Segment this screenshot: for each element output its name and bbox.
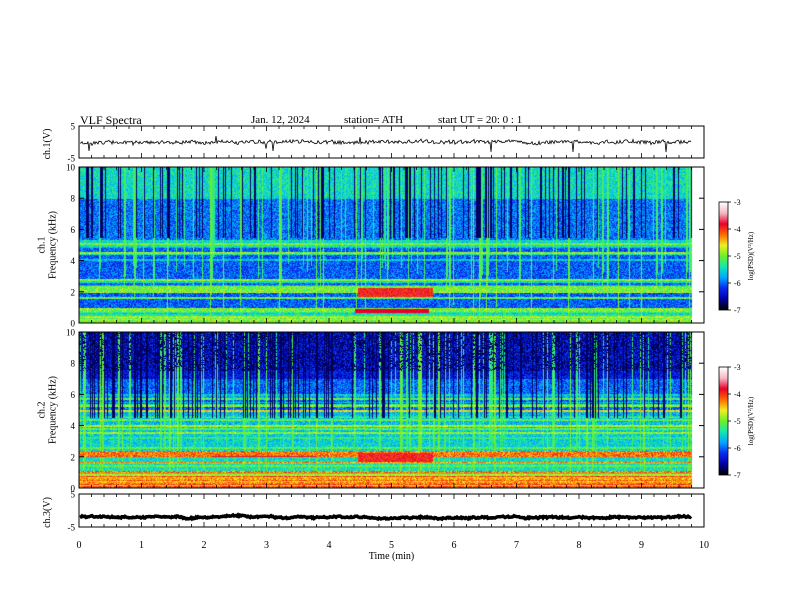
ch1-colorbar xyxy=(719,202,728,310)
ch1-colorbar-tick-label: -3 xyxy=(734,198,741,207)
ch1-colorbar-tick-label: -5 xyxy=(734,252,741,261)
ch2-colorbar-tick-label: -4 xyxy=(734,390,741,399)
ch2-spec-ylabel-line: ch.2 xyxy=(37,402,48,419)
start-time-label: start UT = 20: 0 : 1 xyxy=(438,114,523,126)
ch1-ytick-label: -5 xyxy=(68,154,76,164)
ch1-spec-ytick-label: 8 xyxy=(71,194,76,204)
ch1-ytick-label: 5 xyxy=(71,122,76,132)
ch1-colorbar-label: log(PSD)(V²/Hz) xyxy=(747,231,755,280)
ch1-colorbar-tick-label: -7 xyxy=(734,306,741,315)
waveform-layer xyxy=(79,136,693,522)
ch1-colorbar-label-text: log(PSD)(V²/Hz) xyxy=(747,231,755,280)
ch2-spec-ytick-label: 0 xyxy=(71,484,76,494)
ch3-ylabel-line: ch.3(V) xyxy=(42,497,53,528)
ch1-ylabel-line: ch.1(V) xyxy=(42,129,53,160)
ch1-spec-ytick-label: 6 xyxy=(71,225,76,235)
ch1-colorbar-tick-label: -6 xyxy=(734,279,741,288)
spectrogram-layer xyxy=(79,167,728,488)
ch2-colorbar-tick-label: -3 xyxy=(734,363,741,372)
x-tick-label: 1 xyxy=(139,540,144,551)
ch2-spec-ylabel: ch.2 Frequency (kHz) xyxy=(37,376,59,444)
x-tick-label: 3 xyxy=(264,540,269,551)
x-tick-label: 0 xyxy=(77,540,82,551)
ch1-spec-ytick-label: 2 xyxy=(71,287,76,297)
ch3-ylabel: ch.3(V) xyxy=(42,497,53,528)
ch2-colorbar-tick-label: -5 xyxy=(734,417,741,426)
ch3-ytick-label: -5 xyxy=(68,523,76,533)
x-tick-label: 8 xyxy=(577,540,582,551)
ch1-ylabel: ch.1(V) xyxy=(42,129,53,160)
ch1-spec-ylabel: ch.1 Frequency (kHz) xyxy=(37,211,59,279)
ch3-ytick-label: 5 xyxy=(71,490,76,500)
ch1-colorbar-tick-label: -4 xyxy=(734,225,741,234)
ch3-waveform xyxy=(79,512,693,522)
ch2-spec-ytick-label: 4 xyxy=(71,421,76,431)
ch2-colorbar xyxy=(719,367,728,475)
ch2-colorbar-label-text: log(PSD)(V²/Hz) xyxy=(747,396,755,445)
x-axis-label: Time (min) xyxy=(369,551,414,562)
station-label: station= ATH xyxy=(344,114,404,126)
x-tick-label: 7 xyxy=(514,540,519,551)
ch2-colorbar-tick-label: -7 xyxy=(734,471,741,480)
ch2-spec-ytick-label: 2 xyxy=(71,452,76,462)
ch2-colorbar-tick-label: -6 xyxy=(734,444,741,453)
ch1-spec-ylabel-line: ch.1 xyxy=(37,237,48,254)
ch1-spec-ytick-label: 4 xyxy=(71,256,76,266)
ch2-colorbar-label: log(PSD)(V²/Hz) xyxy=(747,396,755,445)
ch1-spectrogram-image xyxy=(79,167,704,323)
ch2-spec-ylabel-line: Frequency (kHz) xyxy=(48,376,59,444)
x-tick-label: 4 xyxy=(327,540,332,551)
ch2-spec-ytick-label: 10 xyxy=(66,328,76,338)
ch1-waveform xyxy=(79,136,692,153)
ch2-spec-ytick-label: 8 xyxy=(71,359,76,369)
x-tick-label: 5 xyxy=(389,540,394,551)
ch1-spec-ytick-label: 10 xyxy=(66,163,76,173)
axes-layer xyxy=(78,125,731,528)
date-label: Jan. 12, 2024 xyxy=(251,114,310,126)
x-tick-label: 6 xyxy=(452,540,457,551)
x-tick-label: 9 xyxy=(639,540,644,551)
figure-title: VLF Spectra xyxy=(80,113,142,127)
ch1-spec-ytick-label: 0 xyxy=(71,319,76,329)
ch2-spec-ytick-label: 6 xyxy=(71,390,76,400)
x-tick-label: 10 xyxy=(699,540,709,551)
ch1-spec-ylabel-line: Frequency (kHz) xyxy=(48,211,59,279)
x-tick-label: 2 xyxy=(202,540,207,551)
ch2-spectrogram-image xyxy=(79,332,704,488)
